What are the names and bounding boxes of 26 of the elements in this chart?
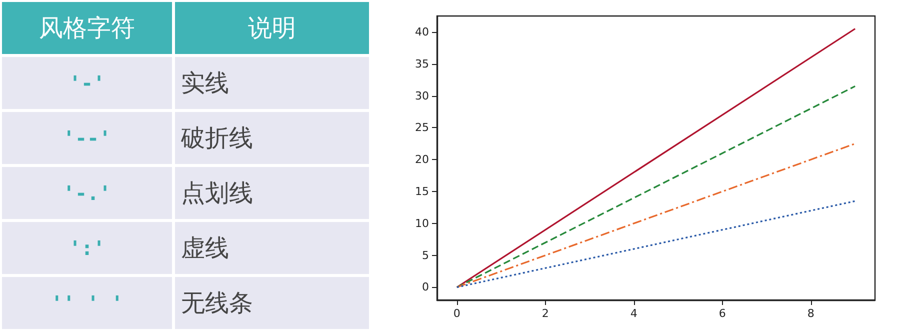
x-tick-label: 6 xyxy=(718,307,726,320)
y-tick-label: 25 xyxy=(415,121,429,134)
y-tick-label: 15 xyxy=(415,185,429,198)
text: '-.' xyxy=(2,167,172,219)
text: 实线 xyxy=(175,57,369,109)
x-tick-label: 8 xyxy=(807,307,814,320)
text: ':' xyxy=(2,222,172,274)
y-tick-label: 0 xyxy=(422,280,429,294)
x-tick-label: 4 xyxy=(630,307,638,320)
text: 点划线 xyxy=(175,167,369,219)
x-tick-label: 2 xyxy=(542,307,549,320)
y-tick-label: 5 xyxy=(422,248,429,262)
text: 风格字符 xyxy=(2,2,172,54)
text: '--' xyxy=(2,112,172,164)
text: 破折线 xyxy=(175,112,369,164)
y-tick-label: 35 xyxy=(415,57,429,70)
text: '' ' ' xyxy=(2,277,172,329)
text: 虚线 xyxy=(175,222,369,274)
text: 说明 xyxy=(175,2,369,54)
y-tick-label: 10 xyxy=(415,216,429,230)
text: '-' xyxy=(2,57,172,109)
y-tick-label: 30 xyxy=(415,89,429,102)
y-tick-label: 40 xyxy=(415,25,429,38)
x-tick-label: 0 xyxy=(453,307,460,320)
text: 无线条 xyxy=(175,277,369,329)
y-tick-label: 20 xyxy=(415,153,429,166)
